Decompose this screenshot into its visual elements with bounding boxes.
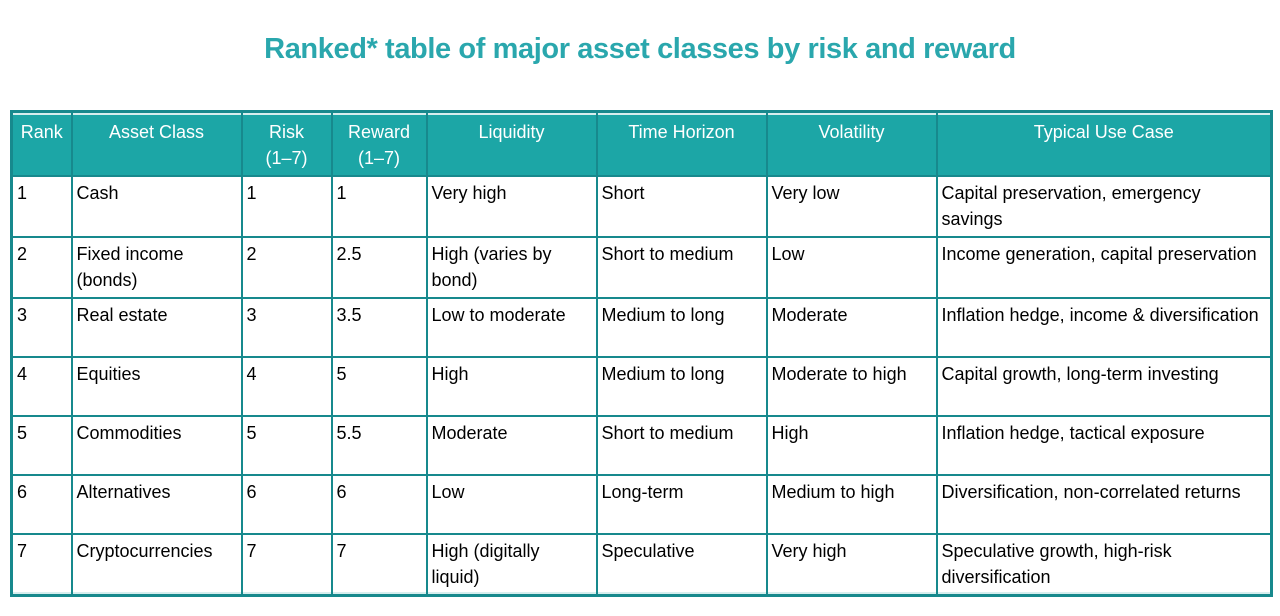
cell-liquidity: High (digitally liquid) <box>425 533 598 597</box>
cell-reward: 7 <box>330 533 428 597</box>
cell-asset-class: Commodities <box>70 415 243 477</box>
cell-volatility: Medium to high <box>765 474 938 536</box>
cell-risk: 4 <box>240 356 333 418</box>
cell-risk: 3 <box>240 297 333 359</box>
cell-rank: 1 <box>10 175 73 239</box>
cell-asset-class: Equities <box>70 356 243 418</box>
header-cell-asset-class: Asset Class <box>70 110 243 178</box>
cell-risk: 5 <box>240 415 333 477</box>
cell-volatility: Low <box>765 236 938 300</box>
header-cell-risk: Risk (1–7) <box>240 110 333 178</box>
cell-liquidity: Moderate <box>425 415 598 477</box>
cell-volatility: High <box>765 415 938 477</box>
cell-rank: 2 <box>10 236 73 300</box>
cell-asset-class: Real estate <box>70 297 243 359</box>
cell-reward: 2.5 <box>330 236 428 300</box>
header-row: Rank Asset Class Risk (1–7) Reward (1–7)… <box>10 110 1273 178</box>
cell-rank: 5 <box>10 415 73 477</box>
cell-typical-use-case: Income generation, capital preservation <box>935 236 1273 300</box>
cell-time-horizon: Short to medium <box>595 415 768 477</box>
header-cell-volatility: Volatility <box>765 110 938 178</box>
cell-reward: 3.5 <box>330 297 428 359</box>
cell-volatility: Moderate <box>765 297 938 359</box>
table-row-cryptocurrencies: 7 Cryptocurrencies 7 7 High (digitally l… <box>10 533 1273 597</box>
cell-liquidity: Low to moderate <box>425 297 598 359</box>
cell-time-horizon: Long-term <box>595 474 768 536</box>
cell-asset-class: Cryptocurrencies <box>70 533 243 597</box>
table-row-alternatives: 6 Alternatives 6 6 Low Long-term Medium … <box>10 474 1273 536</box>
cell-asset-class: Fixed income (bonds) <box>70 236 243 300</box>
header-cell-liquidity: Liquidity <box>425 110 598 178</box>
cell-volatility: Very high <box>765 533 938 597</box>
cell-liquidity: Very high <box>425 175 598 239</box>
table-row-fixed-income: 2 Fixed income (bonds) 2 2.5 High (varie… <box>10 236 1273 300</box>
cell-reward: 5 <box>330 356 428 418</box>
cell-time-horizon: Short to medium <box>595 236 768 300</box>
header-cell-typical-use-case: Typical Use Case <box>935 110 1273 178</box>
cell-liquidity: Low <box>425 474 598 536</box>
cell-risk: 6 <box>240 474 333 536</box>
cell-liquidity: High (varies by bond) <box>425 236 598 300</box>
cell-volatility: Very low <box>765 175 938 239</box>
table-row-equities: 4 Equities 4 5 High Medium to long Moder… <box>10 356 1273 418</box>
cell-time-horizon: Speculative <box>595 533 768 597</box>
cell-rank: 6 <box>10 474 73 536</box>
cell-reward: 5.5 <box>330 415 428 477</box>
cell-risk: 2 <box>240 236 333 300</box>
cell-asset-class: Alternatives <box>70 474 243 536</box>
table-row-cash: 1 Cash 1 1 Very high Short Very low Capi… <box>10 175 1273 239</box>
header-cell-rank: Rank <box>10 110 73 178</box>
cell-typical-use-case: Capital preservation, emergency savings <box>935 175 1273 239</box>
cell-asset-class: Cash <box>70 175 243 239</box>
table-row-commodities: 5 Commodities 5 5.5 Moderate Short to me… <box>10 415 1273 477</box>
cell-rank: 4 <box>10 356 73 418</box>
cell-liquidity: High <box>425 356 598 418</box>
cell-reward: 6 <box>330 474 428 536</box>
cell-volatility: Moderate to high <box>765 356 938 418</box>
cell-rank: 7 <box>10 533 73 597</box>
cell-typical-use-case: Inflation hedge, tactical exposure <box>935 415 1273 477</box>
cell-typical-use-case: Speculative growth, high-risk diversific… <box>935 533 1273 597</box>
table-row-real-estate: 3 Real estate 3 3.5 Low to moderate Medi… <box>10 297 1273 359</box>
cell-risk: 1 <box>240 175 333 239</box>
cell-reward: 1 <box>330 175 428 239</box>
cell-rank: 3 <box>10 297 73 359</box>
cell-typical-use-case: Capital growth, long-term investing <box>935 356 1273 418</box>
header-cell-time-horizon: Time Horizon <box>595 110 768 178</box>
cell-typical-use-case: Diversification, non-correlated returns <box>935 474 1273 536</box>
cell-time-horizon: Short <box>595 175 768 239</box>
page-title: Ranked* table of major asset classes by … <box>264 33 1016 65</box>
cell-typical-use-case: Inflation hedge, income & diversificatio… <box>935 297 1273 359</box>
cell-time-horizon: Medium to long <box>595 297 768 359</box>
cell-time-horizon: Medium to long <box>595 356 768 418</box>
header-cell-reward: Reward (1–7) <box>330 110 428 178</box>
cell-risk: 7 <box>240 533 333 597</box>
asset-class-table: Rank Asset Class Risk (1–7) Reward (1–7)… <box>10 110 1273 598</box>
